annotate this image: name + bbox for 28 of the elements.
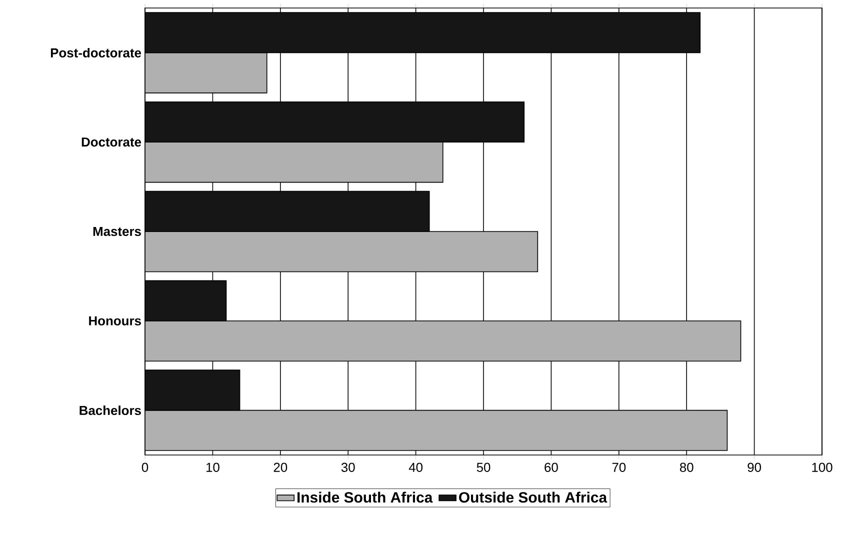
bar [145, 280, 227, 322]
y-tick-label: Bachelors [80, 406, 141, 416]
bar [145, 370, 240, 411]
bar [145, 142, 444, 183]
x-tick-label: 100 [812, 462, 832, 472]
x-tick-label: 30 [341, 462, 355, 472]
y-tick-label: Post-doctorate [50, 48, 142, 58]
x-tick-label: 90 [748, 462, 762, 472]
bar [145, 320, 742, 362]
y-tick-label: Doctorate [82, 138, 142, 147]
x-tick-label: 20 [274, 462, 288, 472]
x-tick-label: 0 [142, 462, 148, 472]
bar [145, 190, 430, 232]
x-tick-label: 10 [206, 462, 220, 472]
x-tick-label: 80 [680, 462, 694, 472]
bar [145, 101, 525, 143]
x-tick-label: 70 [612, 462, 626, 472]
x-tick-label: 50 [476, 462, 490, 472]
bar [145, 410, 728, 451]
legend-label: Outside South Africa [459, 492, 608, 503]
y-tick-label: Masters [93, 226, 141, 236]
x-tick-label: 40 [408, 462, 423, 472]
bar [145, 231, 538, 272]
y-tick-label: Honours [89, 316, 141, 326]
legend-label: Inside South Africa [298, 492, 433, 503]
x-tick-label: 60 [544, 462, 558, 472]
bar [145, 12, 701, 54]
bar [145, 52, 268, 94]
